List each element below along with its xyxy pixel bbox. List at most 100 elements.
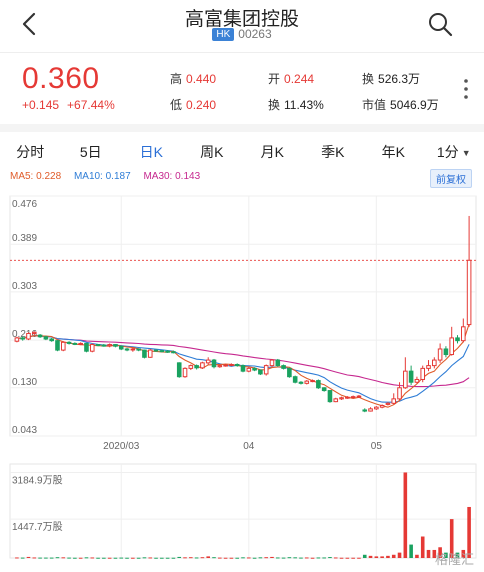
candle-body: [31, 331, 37, 334]
tab-intraday[interactable]: 分时: [0, 142, 61, 162]
candle-body: [234, 363, 240, 367]
volume-bar: [368, 555, 373, 558]
stock-code-line: HK 00263: [0, 27, 484, 41]
candle-body: [356, 395, 362, 398]
candle-body: [403, 370, 408, 389]
volume-bar: [102, 557, 106, 559]
candle-body: [60, 341, 66, 351]
volume-bar: [322, 557, 326, 559]
volume-bar: [67, 557, 71, 559]
volume-bar: [374, 556, 379, 558]
more-vertical-icon[interactable]: [462, 78, 470, 100]
candle-body: [229, 363, 234, 366]
candle-body: [153, 349, 159, 352]
volume-bar: [380, 556, 384, 558]
tab-label: 月K: [260, 144, 284, 160]
volume-bar: [160, 557, 164, 559]
candle-body: [350, 396, 356, 399]
candle-body: [55, 340, 60, 351]
volume-bar: [304, 557, 309, 559]
volume-bar: [26, 556, 31, 558]
candle-body: [176, 362, 182, 378]
volume-bar: [206, 556, 211, 558]
volume-bar: [229, 557, 234, 559]
stat-value: 0.244: [284, 72, 315, 86]
watermark-logo: 格隆汇: [434, 552, 474, 567]
volume-bar: [194, 557, 199, 559]
stat-label: 开: [268, 72, 281, 86]
candle-body: [321, 387, 327, 392]
candle-body: [72, 342, 78, 345]
x-tick-label: 2020/03: [103, 441, 140, 452]
candle-body: [200, 362, 205, 369]
volume-bar: [235, 557, 239, 559]
back-arrow-icon[interactable]: [18, 10, 42, 38]
candle-body: [443, 348, 449, 356]
tab-monthly-k[interactable]: 月K: [242, 142, 303, 162]
candle-body: [101, 344, 107, 347]
volume-bar: [148, 557, 153, 559]
forward-adjust-button[interactable]: 前复权: [430, 169, 472, 188]
stat-value: 11.43%: [284, 98, 324, 112]
volume-bar: [96, 557, 100, 559]
volume-tick-label: 3184.9万股: [12, 474, 63, 486]
volume-bar: [275, 557, 280, 559]
stat-label: 高: [170, 72, 183, 86]
y-tick-label: 0.303: [12, 281, 37, 292]
volume-bar: [142, 557, 147, 559]
stat-value: 0.240: [186, 98, 217, 112]
candle-body: [118, 345, 124, 350]
volume-bar: [223, 557, 228, 559]
volume-bar: [270, 556, 274, 558]
volume-bar: [362, 554, 367, 558]
tab-daily-k[interactable]: 日K: [121, 142, 182, 162]
change-percent: +67.44%: [67, 98, 115, 112]
candle-body: [147, 349, 153, 358]
kline-chart[interactable]: 0.476 0.389 0.303 0.216 0.130 0.043 2020/03 04 0…: [0, 184, 484, 572]
volume-bar: [403, 472, 408, 558]
tab-weekly-k[interactable]: 周K: [182, 142, 243, 162]
search-icon[interactable]: [426, 10, 454, 38]
tab-5day[interactable]: 5日: [61, 142, 122, 162]
candle-body: [275, 359, 281, 367]
last-price: 0.360: [22, 62, 100, 95]
volume-bar: [449, 519, 454, 558]
volume-bar: [177, 556, 182, 558]
stat-value: 0.440: [186, 72, 217, 86]
volume-bar: [154, 557, 158, 559]
volume-bar: [44, 557, 48, 559]
volume-bar: [183, 557, 187, 559]
volume-bar: [252, 557, 257, 559]
candle-body: [252, 367, 257, 371]
candle-body: [66, 341, 72, 344]
volume-bar: [293, 557, 297, 559]
candle-body: [223, 364, 228, 367]
candle-body: [310, 380, 315, 383]
tab-1min[interactable]: 1分 ▼: [424, 142, 484, 162]
volume-bar: [345, 557, 350, 559]
stock-name: 高富集团控股: [184, 9, 299, 30]
candle-body: [368, 408, 373, 412]
volume-bar: [316, 557, 321, 559]
volume-bar: [15, 557, 19, 559]
tab-quarterly-k[interactable]: 季K: [303, 142, 364, 162]
volume-bar: [20, 557, 25, 559]
volume-tick-label: 1447.7万股: [12, 521, 63, 533]
candle-body: [194, 365, 199, 369]
candle-body: [95, 344, 101, 347]
volume-bar: [415, 554, 419, 558]
candle-body: [426, 365, 431, 369]
ma10-label: MA10: 0.187: [73, 171, 131, 182]
volume-bar: [125, 557, 129, 559]
tab-yearly-k[interactable]: 年K: [363, 142, 424, 162]
candle-body: [205, 359, 211, 364]
x-tick-label: 04: [243, 441, 255, 452]
candle-body: [37, 334, 43, 338]
candle-body: [84, 342, 89, 352]
tab-label: 分时: [16, 144, 45, 160]
volume-bar: [339, 557, 344, 559]
candle-body: [327, 390, 333, 403]
candle-body: [298, 381, 304, 384]
volume-bar: [467, 506, 471, 558]
volume-bar: [409, 544, 413, 558]
